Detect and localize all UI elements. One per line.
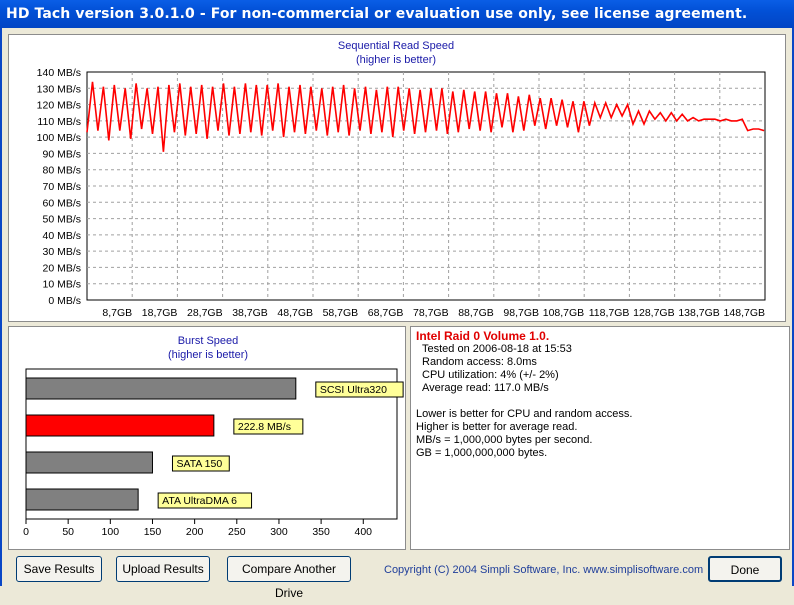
burst-x-axis: 0 50 100 150 200 250 300 350 400	[23, 519, 372, 538]
read-x-tick-label: 18,7GB	[142, 307, 178, 319]
read-chart-subtitle: (higher is better)	[356, 54, 436, 66]
burst-x-tick-label: 300	[270, 526, 288, 538]
read-y-tick-label: 40 MB/s	[42, 230, 81, 242]
burst-bar-label: ATA UltraDMA 6	[162, 495, 237, 507]
burst-x-tick-label: 100	[102, 526, 120, 538]
burst-bar	[25, 414, 215, 437]
burst-bar	[25, 451, 153, 474]
read-chart-x-ticks: 8,7GB 18,7GB 28,7GB 38,7GB 48,7GB 58,7GB 68,7G…	[102, 307, 765, 319]
read-y-tick-label: 110 MB/s	[37, 116, 81, 128]
compare-drive-button[interactable]: Compare Another Drive	[227, 556, 351, 600]
burst-bar-label-box	[315, 381, 404, 398]
note-gb: GB = 1,000,000,000 bytes.	[416, 447, 548, 459]
read-y-tick-label: 90 MB/s	[42, 148, 81, 160]
read-y-tick-label: 50 MB/s	[42, 214, 81, 226]
burst-bar-label-box	[171, 455, 230, 472]
note-mbs: MB/s = 1,000,000 bytes per second.	[416, 434, 593, 446]
read-x-tick-label: 48,7GB	[277, 307, 313, 319]
note-cpu: Lower is better for CPU and random acces…	[416, 408, 633, 420]
read-x-tick-label: 138,7GB	[678, 307, 719, 319]
read-x-tick-label: 118,7GB	[589, 307, 630, 319]
burst-bar-label-box	[233, 418, 304, 435]
read-x-tick-label: 78,7GB	[413, 307, 449, 319]
burst-x-tick-label: 0	[23, 526, 29, 538]
average-read: Average read: 117.0 MB/s	[422, 382, 549, 394]
copyright-text: Copyright (C) 2004 Simpli Software, Inc.…	[384, 564, 704, 576]
burst-chart: Burst Speed (higher is better) SCSI Ultr…	[23, 335, 404, 538]
read-chart-grid	[86, 71, 766, 301]
burst-bar	[25, 377, 297, 400]
burst-bar	[25, 488, 139, 511]
burst-chart-panel: Burst Speed (higher is better) SCSI Ultr…	[8, 326, 406, 550]
read-x-tick-label: 128,7GB	[633, 307, 674, 319]
read-x-tick-label: 38,7GB	[232, 307, 268, 319]
burst-bar-label: 222.8 MB/s	[238, 421, 291, 433]
read-chart-panel: Sequential Read Speed (higher is better)…	[8, 34, 786, 322]
read-y-tick-label: 20 MB/s	[42, 262, 81, 274]
drive-name: Intel Raid 0 Volume 1.0.	[416, 329, 550, 343]
read-x-tick-label: 28,7GB	[187, 307, 223, 319]
read-speed-line	[86, 81, 765, 152]
read-x-tick-label: 58,7GB	[323, 307, 359, 319]
read-y-tick-label: 30 MB/s	[42, 246, 81, 258]
read-chart: Sequential Read Speed (higher is better)…	[37, 40, 766, 319]
tested-on: Tested on 2006-08-18 at 15:53	[422, 343, 572, 355]
cpu-utilization: CPU utilization: 4% (+/- 2%)	[422, 369, 559, 381]
burst-x-tick-label: 400	[355, 526, 373, 538]
read-chart-title: Sequential Read Speed	[338, 40, 454, 52]
done-button[interactable]: Done	[708, 556, 782, 582]
read-x-tick-label: 88,7GB	[458, 307, 494, 319]
burst-chart-title: Burst Speed	[178, 335, 239, 347]
burst-x-tick-label: 200	[186, 526, 204, 538]
burst-x-tick-label: 250	[228, 526, 246, 538]
read-chart-y-ticks: 140 MB/s 130 MB/s 120 MB/s 110 MB/s 100 MB/s…	[37, 67, 81, 307]
read-x-tick-label: 68,7GB	[368, 307, 404, 319]
burst-bar-label: SCSI Ultra320	[320, 384, 387, 396]
read-y-tick-label: 80 MB/s	[42, 165, 81, 177]
read-y-tick-label: 130 MB/s	[37, 83, 81, 95]
read-y-tick-label: 0 MB/s	[48, 295, 81, 307]
burst-chart-subtitle: (higher is better)	[168, 349, 248, 361]
read-y-tick-label: 60 MB/s	[42, 197, 81, 209]
read-x-tick-label: 98,7GB	[503, 307, 539, 319]
read-x-tick-label: 8,7GB	[102, 307, 132, 319]
read-x-tick-label: 148,7GB	[724, 307, 765, 319]
save-results-button[interactable]: Save Results	[16, 556, 102, 582]
results-info-panel: Intel Raid 0 Volume 1.0. Tested on 2006-…	[410, 326, 790, 550]
read-y-tick-label: 70 MB/s	[42, 181, 81, 193]
burst-x-tick-label: 50	[62, 526, 74, 538]
read-y-tick-label: 100 MB/s	[37, 132, 81, 144]
burst-x-tick-label: 150	[144, 526, 162, 538]
burst-x-tick-label: 350	[312, 526, 330, 538]
read-y-tick-label: 120 MB/s	[37, 100, 81, 112]
random-access: Random access: 8.0ms	[422, 356, 537, 368]
read-y-tick-label: 10 MB/s	[42, 279, 81, 291]
burst-bar-label-box	[157, 492, 253, 509]
read-x-tick-label: 108,7GB	[543, 307, 584, 319]
note-read: Higher is better for average read.	[416, 421, 578, 433]
window-title: HD Tach version 3.0.1.0 - For non-commer…	[0, 0, 794, 28]
read-y-tick-label: 140 MB/s	[37, 67, 81, 79]
burst-bars: SCSI Ultra320 222.8 MB/s SATA 150 ATA Ultra…	[25, 368, 404, 520]
upload-results-button[interactable]: Upload Results	[116, 556, 210, 582]
burst-bar-label: SATA 150	[176, 458, 222, 470]
